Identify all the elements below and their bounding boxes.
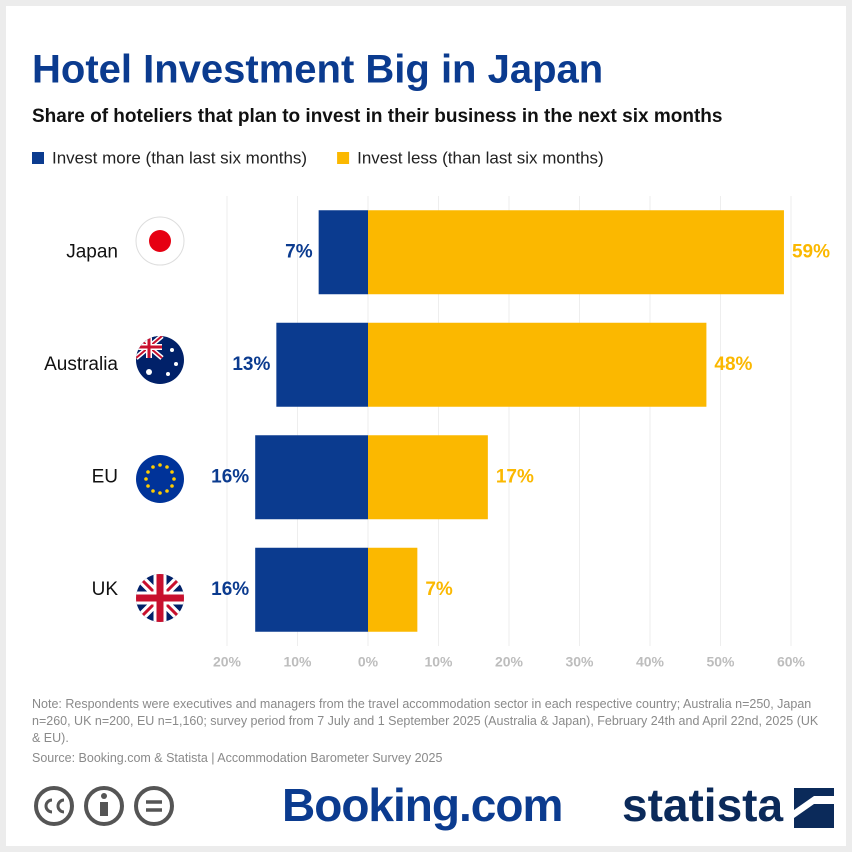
bar — [255, 435, 368, 520]
y-tick-label: UK — [92, 579, 119, 600]
value-label: 17% — [496, 466, 534, 487]
x-tick-label: 30% — [565, 654, 594, 670]
bar — [318, 210, 368, 295]
note: Note: Respondents were executives and ma… — [32, 697, 819, 745]
flag-japan — [135, 216, 185, 266]
y-tick-label: Australia — [44, 354, 118, 375]
x-tick-label: 20% — [495, 654, 524, 670]
value-label: 16% — [211, 579, 249, 600]
value-label: 59% — [792, 241, 830, 262]
bar — [368, 547, 418, 632]
bar — [368, 435, 488, 520]
x-tick-label: 40% — [636, 654, 665, 670]
statista-icon — [794, 788, 834, 828]
value-label: 7% — [285, 241, 313, 262]
x-tick-label: 60% — [777, 654, 806, 670]
logo-statista: statista — [622, 779, 783, 831]
legend-label: Invest more (than last six months) — [52, 148, 307, 167]
bar — [368, 210, 784, 295]
chart-subtitle: Share of hoteliers that plan to invest i… — [32, 106, 722, 127]
x-tick-label: 0% — [358, 654, 379, 670]
chart-title: Hotel Investment Big in Japan — [32, 48, 603, 92]
flag-australia — [136, 336, 184, 384]
x-tick-label: 20% — [213, 654, 242, 670]
y-tick-label: Japan — [66, 241, 118, 262]
legend-label: Invest less (than last six months) — [357, 148, 604, 167]
page: Hotel Investment Big in Japan Share of h… — [6, 6, 846, 846]
bar — [276, 322, 368, 407]
value-label: 16% — [211, 466, 249, 487]
bar — [255, 547, 368, 632]
flag-eu — [136, 455, 184, 503]
x-tick-label: 10% — [283, 654, 312, 670]
x-tick-label: 50% — [706, 654, 735, 670]
license-icons — [34, 786, 174, 826]
value-label: 48% — [714, 354, 752, 375]
bar — [368, 322, 707, 407]
y-tick-label: EU — [92, 466, 118, 487]
chart: Hotel Investment Big in Japan Share of h… — [32, 48, 834, 831]
source: Source: Booking.com & Statista | Accommo… — [32, 751, 443, 765]
flag-uk — [136, 574, 184, 622]
value-label: 13% — [232, 354, 270, 375]
legend-swatch — [32, 152, 44, 164]
value-label: 7% — [425, 579, 453, 600]
logo-booking: Booking.com — [282, 779, 562, 831]
legend-swatch — [337, 152, 350, 164]
x-tick-label: 10% — [424, 654, 453, 670]
